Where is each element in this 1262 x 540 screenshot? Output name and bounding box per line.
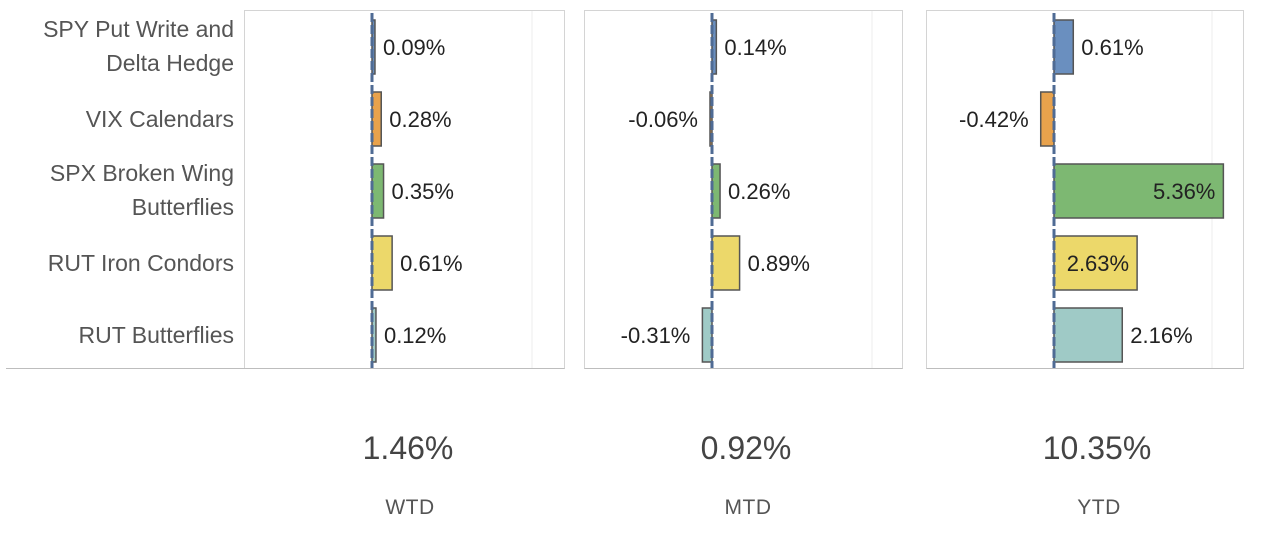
row-label-spx: SPX Broken Wing Butterflies: [49, 160, 234, 220]
bar-wtd-spx: [371, 163, 385, 219]
bar-mtd-spy: [711, 19, 718, 75]
value-label-wtd-spx: 0.35%: [392, 179, 454, 204]
value-label-ytd-vix: -0.42%: [959, 107, 1029, 132]
bar-mtd-rut-ic: [711, 235, 741, 291]
value-label-ytd-rut-bf: 2.16%: [1130, 323, 1192, 348]
bar-mtd-rut-bf: [701, 307, 713, 363]
value-label-wtd-rut-bf: 0.12%: [384, 323, 446, 348]
value-label-ytd-spy: 0.61%: [1081, 35, 1143, 60]
bar-ytd-rut-bf: [1053, 307, 1124, 363]
bar-wtd-rut-bf: [371, 307, 377, 363]
value-label-mtd-vix: -0.06%: [628, 107, 698, 132]
bar-wtd-rut-ic: [371, 235, 393, 291]
value-label-mtd-rut-ic: 0.89%: [748, 251, 810, 276]
row-label-rut-bf: RUT Butterflies: [78, 322, 234, 348]
panel-wtd: [244, 10, 565, 369]
value-label-mtd-rut-bf: -0.31%: [621, 323, 691, 348]
row-label-baseline: [6, 368, 244, 369]
row-label-spy: SPY Put Write and Delta Hedge: [43, 16, 234, 76]
bar-wtd-vix: [371, 91, 382, 147]
row-label-vix: VIX Calendars: [85, 106, 234, 132]
period-mtd: MTD: [724, 496, 772, 519]
total-mtd: 0.92%: [700, 430, 792, 466]
row-label-divider: [244, 10, 245, 369]
value-label-wtd-rut-ic: 0.61%: [400, 251, 462, 276]
panel-ytd: [926, 10, 1244, 369]
value-label-mtd-spy: 0.14%: [724, 35, 786, 60]
bar-mtd-spx: [711, 163, 721, 219]
bar-ytd-spy: [1053, 19, 1075, 75]
total-wtd: 1.46%: [362, 430, 454, 466]
panel-mtd: [584, 10, 903, 369]
value-label-wtd-vix: 0.28%: [389, 107, 451, 132]
period-wtd: WTD: [385, 496, 435, 519]
bar-ytd-rut-ic: [1053, 235, 1138, 291]
value-label-ytd-spx: 5.36%: [1153, 179, 1215, 204]
period-ytd: YTD: [1077, 496, 1121, 519]
total-ytd: 10.35%: [1042, 430, 1152, 466]
value-label-ytd-rut-ic: 2.63%: [1067, 251, 1129, 276]
bar-ytd-vix: [1039, 91, 1055, 147]
row-label-rut-ic: RUT Iron Condors: [47, 250, 234, 276]
value-label-wtd-spy: 0.09%: [383, 35, 445, 60]
bar-ytd-spx: [1053, 163, 1225, 219]
value-label-mtd-spx: 0.26%: [728, 179, 790, 204]
